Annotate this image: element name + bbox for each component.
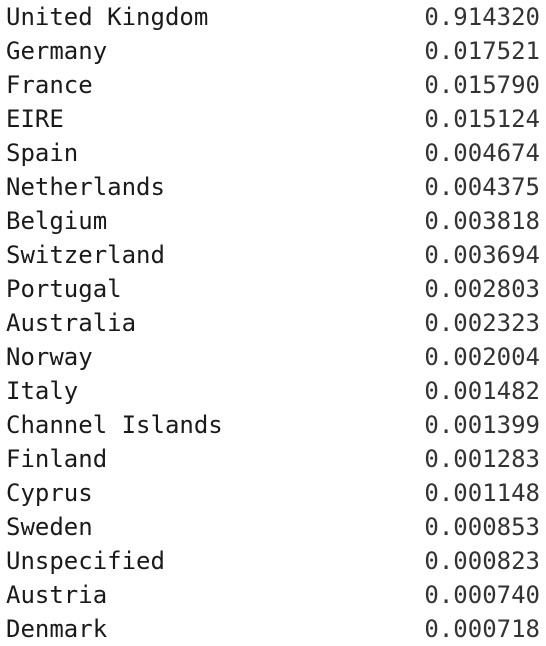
proportion-value: 0.000718 bbox=[424, 615, 540, 643]
country-label: Italy bbox=[6, 377, 79, 405]
output-row: Belgium 0.003818 bbox=[0, 204, 546, 238]
proportion-value: 0.015124 bbox=[424, 105, 540, 133]
country-label: Channel Islands bbox=[6, 411, 223, 439]
proportion-value: 0.000823 bbox=[424, 547, 540, 575]
output-row: Switzerland 0.003694 bbox=[0, 238, 546, 272]
proportion-value: 0.001148 bbox=[424, 479, 540, 507]
proportion-value: 0.002004 bbox=[424, 343, 540, 371]
country-label: Sweden bbox=[6, 513, 93, 541]
proportion-value: 0.003818 bbox=[424, 207, 540, 235]
country-label: Norway bbox=[6, 343, 93, 371]
country-label: Unspecified bbox=[6, 547, 165, 575]
country-label: Switzerland bbox=[6, 241, 165, 269]
proportion-value: 0.001399 bbox=[424, 411, 540, 439]
output-row: EIRE 0.015124 bbox=[0, 102, 546, 136]
proportion-value: 0.004674 bbox=[424, 139, 540, 167]
country-label: Australia bbox=[6, 309, 137, 337]
proportion-value: 0.015790 bbox=[424, 71, 540, 99]
country-label: Spain bbox=[6, 139, 79, 167]
country-label: United Kingdom bbox=[6, 3, 209, 31]
country-label: Cyprus bbox=[6, 479, 93, 507]
country-label: EIRE bbox=[6, 105, 64, 133]
output-row: Austria 0.000740 bbox=[0, 578, 546, 612]
proportion-value: 0.000740 bbox=[424, 581, 540, 609]
output-row: Germany 0.017521 bbox=[0, 34, 546, 68]
country-label: Belgium bbox=[6, 207, 108, 235]
output-row: Norway 0.002004 bbox=[0, 340, 546, 374]
country-label: Denmark bbox=[6, 615, 108, 643]
output-row: France 0.015790 bbox=[0, 68, 546, 102]
proportion-value: 0.002323 bbox=[424, 309, 540, 337]
country-label: Netherlands bbox=[6, 173, 165, 201]
proportion-value: 0.004375 bbox=[424, 173, 540, 201]
proportion-value: 0.017521 bbox=[424, 37, 540, 65]
output-row: United Kingdom 0.914320 bbox=[0, 0, 546, 34]
output-row: Netherlands 0.004375 bbox=[0, 170, 546, 204]
proportion-value: 0.000853 bbox=[424, 513, 540, 541]
output-row: Unspecified 0.000823 bbox=[0, 544, 546, 578]
proportion-value: 0.001482 bbox=[424, 377, 540, 405]
output-row: Portugal 0.002803 bbox=[0, 272, 546, 306]
country-label: Austria bbox=[6, 581, 108, 609]
proportion-value: 0.914320 bbox=[424, 3, 540, 31]
output-row: Cyprus 0.001148 bbox=[0, 476, 546, 510]
country-label: France bbox=[6, 71, 93, 99]
country-label: Portugal bbox=[6, 275, 122, 303]
output-row: Italy 0.001482 bbox=[0, 374, 546, 408]
output-row: Denmark 0.000718 bbox=[0, 612, 546, 646]
output-row: Finland 0.001283 bbox=[0, 442, 546, 476]
country-label: Finland bbox=[6, 445, 108, 473]
proportion-value: 0.002803 bbox=[424, 275, 540, 303]
proportion-value: 0.003694 bbox=[424, 241, 540, 269]
proportion-value: 0.001283 bbox=[424, 445, 540, 473]
output-row: Australia 0.002323 bbox=[0, 306, 546, 340]
output-row: Spain 0.004674 bbox=[0, 136, 546, 170]
country-label: Germany bbox=[6, 37, 108, 65]
output-row: Sweden 0.000853 bbox=[0, 510, 546, 544]
output-row: Channel Islands 0.001399 bbox=[0, 408, 546, 442]
